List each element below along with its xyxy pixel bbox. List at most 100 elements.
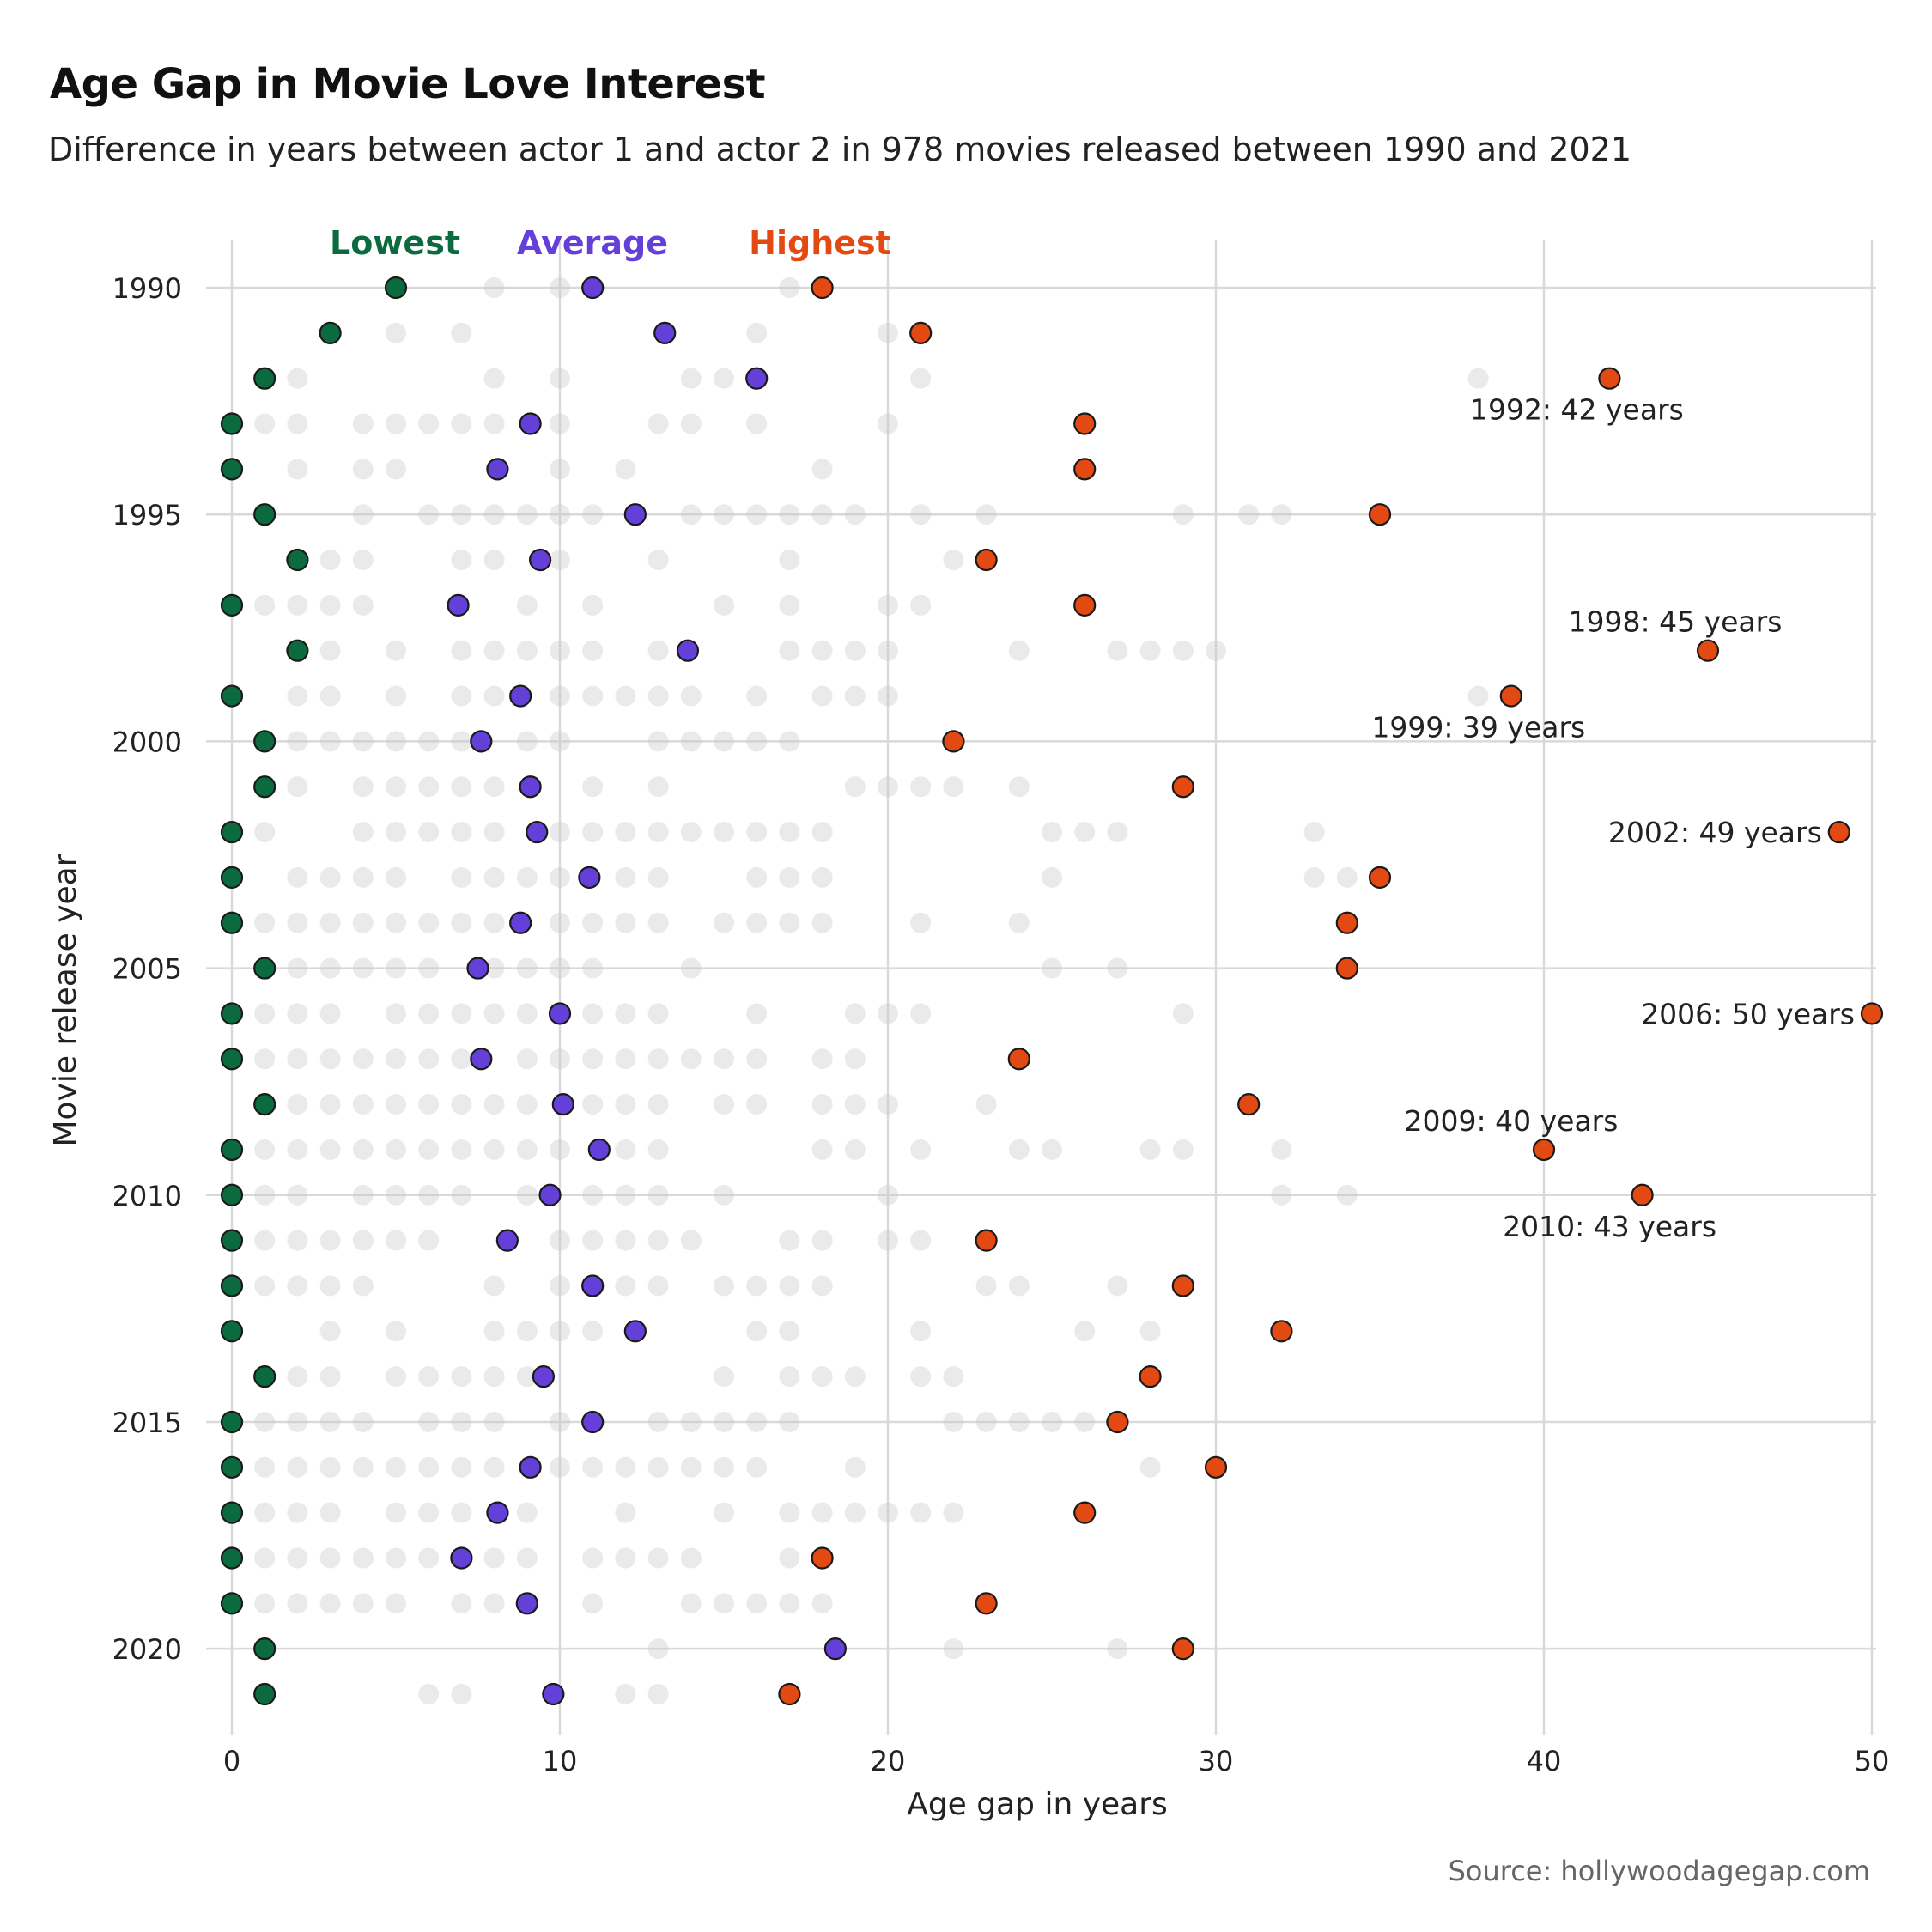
background-point [352, 957, 374, 979]
background-point [878, 1003, 898, 1024]
background-point [386, 1456, 406, 1478]
background-point [1074, 822, 1096, 843]
annotation-label: 2009: 40 years [1405, 1104, 1619, 1138]
background-point [615, 822, 636, 843]
background-point [746, 1593, 768, 1614]
background-point [451, 1593, 472, 1614]
background-point [811, 1366, 833, 1388]
background-point [878, 1502, 898, 1523]
background-point [943, 1502, 964, 1523]
background-point [451, 1184, 472, 1206]
background-point [386, 1321, 406, 1342]
background-point [483, 957, 505, 979]
background-point [647, 1456, 669, 1478]
background-point [779, 822, 800, 843]
background-point [582, 1230, 604, 1251]
background-point [647, 912, 669, 933]
background-point [779, 640, 800, 661]
average-point [466, 957, 489, 980]
background-point [352, 1547, 374, 1569]
background-point [714, 1456, 734, 1478]
lowest-point [220, 1274, 244, 1297]
y-tick-label: 2020 [112, 1633, 182, 1666]
background-point [483, 1094, 505, 1115]
annotation-label: 1999: 39 years [1371, 711, 1585, 744]
background-point [319, 594, 341, 616]
background-point [714, 594, 734, 616]
highest-point [778, 1682, 801, 1706]
background-point [878, 776, 898, 798]
background-point [451, 1003, 472, 1024]
highest-point [1204, 1455, 1228, 1479]
background-point [386, 685, 406, 707]
lowest-point [220, 1592, 244, 1615]
background-point [451, 731, 472, 752]
background-point [582, 957, 604, 979]
background-point [483, 640, 505, 661]
lowest-point [220, 412, 244, 435]
background-point [714, 731, 734, 752]
average-point [515, 1592, 538, 1615]
background-point [714, 1275, 734, 1297]
annotation-label: 2010: 43 years [1503, 1210, 1716, 1243]
background-point [779, 504, 800, 526]
background-point [319, 1048, 341, 1070]
background-point [779, 1593, 800, 1614]
background-point [254, 1139, 276, 1160]
average-point [623, 1320, 647, 1343]
background-point [352, 1230, 374, 1251]
background-point [779, 1321, 800, 1342]
background-point [319, 1411, 341, 1432]
background-point [746, 822, 768, 843]
background-point [451, 1048, 472, 1070]
background-point [1042, 866, 1062, 888]
average-point [581, 1410, 605, 1434]
background-point [1139, 640, 1161, 661]
background-point [1172, 504, 1194, 526]
background-point [483, 822, 505, 843]
highest-point [1171, 775, 1194, 799]
background-point [811, 504, 833, 526]
background-point [647, 1139, 669, 1160]
background-point [647, 1003, 669, 1024]
background-point [418, 1139, 440, 1160]
legend-lowest: Lowest [330, 224, 460, 262]
background-point [680, 957, 702, 979]
background-point [779, 866, 800, 888]
background-point [615, 1184, 636, 1206]
y-axis-title: Movie release year [48, 854, 83, 1146]
background-point [746, 1048, 768, 1070]
chart-subtitle: Difference in years between actor 1 and … [48, 131, 1632, 168]
background-point [582, 594, 604, 616]
highest-point [975, 1592, 998, 1615]
background-point [779, 1275, 800, 1297]
average-point [538, 1183, 562, 1206]
background-point [943, 1366, 964, 1388]
background-point [975, 1275, 997, 1297]
background-point [386, 1593, 406, 1614]
background-point [287, 731, 308, 752]
background-point [451, 1411, 472, 1432]
background-point [386, 1366, 406, 1388]
background-point [1074, 1411, 1096, 1432]
background-point [746, 912, 768, 933]
background-point [811, 822, 833, 843]
background-point [1008, 776, 1030, 798]
background-point [779, 1502, 800, 1523]
background-point [254, 1593, 276, 1614]
average-point [745, 367, 769, 390]
background-point [1467, 368, 1489, 389]
highest-point [811, 1546, 834, 1570]
background-point [1336, 1184, 1358, 1206]
background-point [975, 1411, 997, 1432]
background-point [386, 866, 406, 888]
background-point [582, 776, 604, 798]
average-point [486, 458, 509, 481]
average-point [470, 730, 493, 753]
background-point [287, 1456, 308, 1478]
background-point [1172, 1003, 1194, 1024]
background-point [647, 1048, 669, 1070]
background-point [451, 413, 472, 434]
background-point [844, 640, 866, 661]
background-point [582, 1048, 604, 1070]
